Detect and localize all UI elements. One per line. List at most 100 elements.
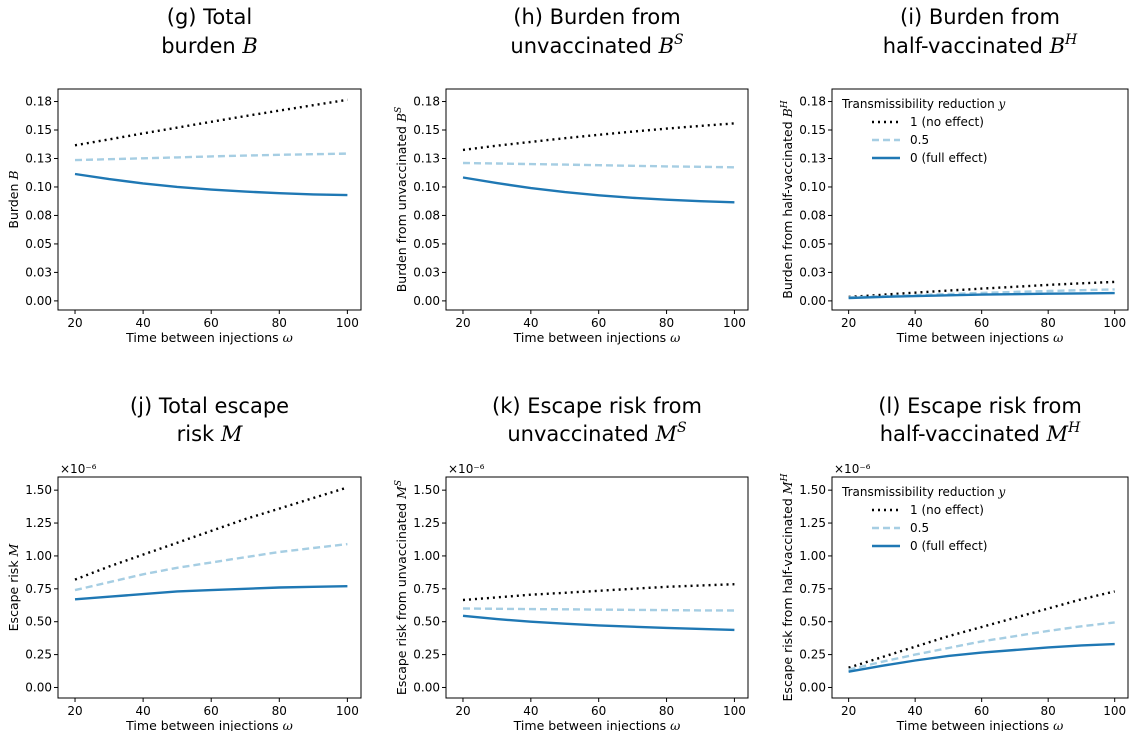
- series-line-solid: [848, 291, 1115, 300]
- y-tick-label: 0.05: [413, 237, 440, 251]
- y-tick-label: 0.10: [25, 180, 52, 194]
- y-tick-label: 0.05: [25, 237, 52, 251]
- x-axis-math: ω: [1053, 330, 1063, 345]
- y-tick-label: 0.75: [799, 582, 826, 596]
- panel-title-line2: burden B: [161, 34, 258, 58]
- y-tick-label: 1.25: [413, 516, 440, 530]
- x-axis-text: Time between injections: [513, 330, 670, 345]
- x-tick-label: 20: [455, 704, 470, 718]
- panel-title-line2: half-vaccinated MH: [880, 420, 1081, 446]
- x-tick-label: 60: [974, 704, 989, 718]
- y-tick-label: 0.15: [799, 123, 826, 137]
- plot-frame: [57, 88, 362, 311]
- y-tick-label: 0.50: [799, 615, 826, 629]
- y-tick-label: 0.03: [799, 265, 826, 279]
- x-axis-text: Time between injections: [125, 718, 282, 731]
- y-tick-label: 0.00: [413, 680, 440, 694]
- series-line-solid: [74, 172, 348, 197]
- x-tick-label: 80: [272, 316, 287, 330]
- y-axis-label: Escape risk from half-vaccinated MH: [780, 473, 795, 701]
- panel-title-line1: (k) Escape risk from: [492, 394, 702, 418]
- legend-label: 0 (full effect): [910, 539, 987, 553]
- y-tick-label: 0.00: [799, 294, 826, 308]
- series-line-dotted: [848, 280, 1115, 299]
- y-tick-label: 0.08: [799, 208, 826, 222]
- y-tick-label: 0.03: [25, 265, 52, 279]
- x-tick-label: 80: [1041, 316, 1056, 330]
- x-tick-label: 20: [67, 704, 82, 718]
- y-axis-sup: H: [780, 100, 790, 109]
- x-tick-label: 100: [723, 316, 746, 330]
- series-line-dashed: [74, 152, 348, 162]
- y-tick-label: 0.00: [25, 680, 52, 694]
- title-math: M: [655, 422, 678, 446]
- x-axis-label: Time between injections ω: [896, 330, 1064, 345]
- title-math: B: [658, 34, 674, 58]
- x-tick-label: 40: [135, 704, 150, 718]
- title-math: B: [1049, 34, 1065, 58]
- y-axis-math: M: [394, 485, 409, 500]
- y-exponent-label: ×10⁻⁶: [834, 462, 871, 476]
- y-tick-label: 0.75: [25, 582, 52, 596]
- x-axis-math: ω: [283, 718, 293, 731]
- legend-title-math: y: [998, 97, 1006, 111]
- legend-title: Transmissibility reduction y: [841, 485, 1006, 499]
- x-tick-label: 40: [908, 316, 923, 330]
- y-tick-label: 1.50: [413, 483, 440, 497]
- x-tick-label: 20: [841, 704, 856, 718]
- y-tick-label: 1.50: [799, 483, 826, 497]
- series-line-dashed: [74, 542, 348, 592]
- y-tick-label: 0.15: [25, 123, 52, 137]
- title-text: unvaccinated: [510, 34, 658, 58]
- series-line-solid: [462, 614, 735, 632]
- y-tick-label: 1.00: [25, 549, 52, 563]
- title-sup: H: [1064, 32, 1078, 48]
- title-sup: S: [674, 32, 684, 48]
- y-axis-math: B: [6, 170, 21, 180]
- panel-title-line1: (l) Escape risk from: [878, 394, 1082, 418]
- y-axis-text: Escape risk from unvaccinated: [394, 499, 409, 695]
- x-tick-label: 60: [974, 316, 989, 330]
- x-tick-label: 60: [204, 704, 219, 718]
- y-axis-math: M: [780, 480, 795, 495]
- x-tick-label: 40: [908, 704, 923, 718]
- y-axis-math: B: [394, 113, 409, 123]
- y-tick-label: 0.13: [413, 151, 440, 165]
- x-axis-text: Time between injections: [896, 718, 1053, 731]
- y-tick-label: 0.25: [413, 648, 440, 662]
- x-axis-label: Time between injections ω: [513, 330, 681, 345]
- y-axis-math: M: [6, 542, 21, 557]
- y-axis-text: Escape risk: [6, 556, 21, 631]
- legend-title-text: Transmissibility reduction: [841, 485, 999, 499]
- plot-frame: [445, 88, 749, 311]
- y-tick-label: 1.25: [799, 516, 826, 530]
- x-tick-label: 40: [135, 316, 150, 330]
- title-text: unvaccinated: [507, 422, 655, 446]
- x-axis-math: ω: [670, 330, 680, 345]
- title-text: half-vaccinated: [883, 34, 1050, 58]
- y-axis-sup: S: [394, 480, 404, 486]
- x-tick-label: 100: [336, 316, 359, 330]
- y-axis-label: Escape risk M: [6, 542, 21, 631]
- y-tick-label: 1.25: [25, 516, 52, 530]
- x-tick-label: 60: [591, 316, 606, 330]
- panel-4: (j) Total escape risk M 20 40 60 80 100 0.00 0.2…: [6, 394, 362, 731]
- x-axis-math: ω: [670, 718, 680, 731]
- y-exponent-label: ×10⁻⁶: [60, 462, 97, 476]
- y-axis-label: Burden B: [6, 170, 21, 228]
- panel-title-line2: unvaccinated BS: [510, 32, 683, 58]
- y-tick-label: 0.50: [413, 615, 440, 629]
- x-tick-label: 80: [659, 316, 674, 330]
- legend-title: Transmissibility reduction y: [841, 97, 1006, 111]
- title-text: risk: [177, 422, 221, 446]
- plot-frame: [57, 476, 362, 699]
- series-line-dashed: [462, 161, 735, 169]
- title-sup: H: [1067, 420, 1081, 436]
- panel-title-line1: (i) Burden from: [900, 5, 1060, 29]
- y-tick-label: 0.75: [413, 582, 440, 596]
- series-line-dashed: [848, 621, 1115, 671]
- x-tick-label: 20: [67, 316, 82, 330]
- legend-label: 0.5: [910, 521, 929, 535]
